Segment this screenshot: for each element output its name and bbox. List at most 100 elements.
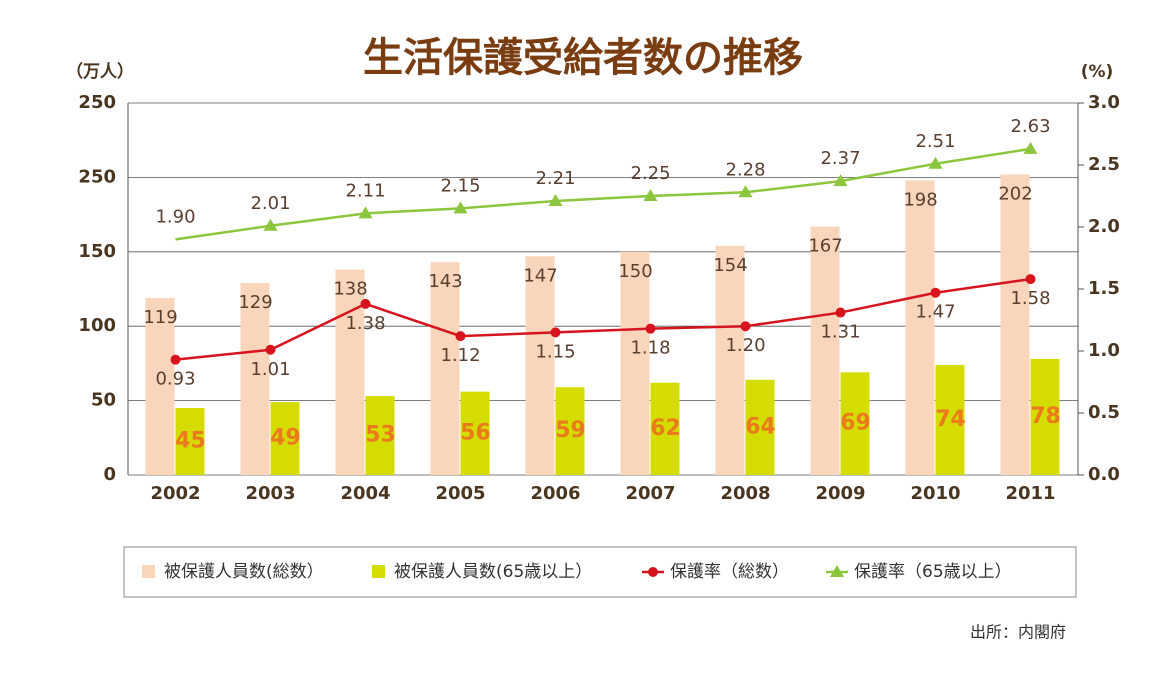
- y-tick-label: 100: [78, 315, 116, 336]
- y-tick-label: 250: [78, 92, 116, 113]
- bar-label: 62: [650, 416, 681, 441]
- bar: [555, 387, 585, 475]
- point-label: 1.58: [1010, 288, 1050, 309]
- bar: [175, 408, 205, 475]
- bar-label: 74: [935, 407, 966, 432]
- point: [928, 156, 943, 169]
- bar: [1000, 174, 1030, 475]
- point: [930, 287, 941, 298]
- bar-label: 53: [365, 423, 396, 448]
- legend-marker: [372, 565, 385, 578]
- y2-tick-label: 0.0: [1088, 464, 1120, 485]
- bar-label: 143: [428, 271, 462, 292]
- y-tick-label: 50: [91, 390, 116, 411]
- point: [738, 185, 753, 198]
- line: [175, 147, 1031, 241]
- bar: [240, 283, 270, 475]
- bar-label: 69: [840, 411, 871, 436]
- bar: [365, 396, 395, 475]
- bar: [335, 269, 365, 475]
- point-label: 2.21: [535, 168, 575, 189]
- y-tick-label: 150: [78, 241, 116, 262]
- bar-label: 64: [745, 414, 776, 439]
- point-label: 1.31: [820, 322, 860, 343]
- x-tick-label: 2004: [340, 483, 390, 504]
- point: [358, 206, 373, 219]
- bar: [810, 226, 840, 475]
- line: [175, 277, 1031, 361]
- bar: [715, 245, 745, 475]
- bar-label: 59: [555, 418, 586, 443]
- point-label: 2.51: [915, 131, 955, 152]
- bar-label: 78: [1030, 404, 1061, 429]
- point-label: 0.93: [155, 369, 195, 390]
- point-label: 2.37: [820, 148, 860, 169]
- bar-label: 154: [713, 255, 747, 276]
- x-tick-label: 2003: [245, 483, 295, 504]
- bar-label: 56: [460, 420, 491, 445]
- point: [550, 327, 561, 338]
- source: 出所：内閣府: [970, 623, 1066, 642]
- legend-label: 保護率（総数）: [670, 562, 789, 582]
- point: [455, 331, 466, 342]
- bar-label: 198: [903, 189, 937, 210]
- bar: [935, 364, 965, 475]
- point: [360, 298, 371, 309]
- legend-marker: [830, 565, 844, 577]
- point: [740, 321, 751, 332]
- point-label: 1.12: [440, 345, 480, 366]
- point: [263, 218, 278, 231]
- bar: [525, 256, 555, 475]
- point-label: 2.11: [345, 180, 385, 201]
- bar-label: 45: [175, 429, 206, 454]
- y-tick-label: 250: [78, 166, 116, 187]
- point-label: 1.18: [630, 338, 670, 359]
- point-label: 2.63: [1010, 116, 1050, 137]
- x-tick-label: 2008: [720, 483, 770, 504]
- bar: [905, 180, 935, 475]
- bar-label: 119: [143, 307, 177, 328]
- bar: [620, 251, 650, 475]
- point: [645, 323, 656, 334]
- bar-label: 167: [808, 236, 842, 257]
- point: [265, 344, 276, 355]
- y2-tick-label: 2.0: [1088, 216, 1120, 237]
- bar: [430, 262, 460, 475]
- bar: [840, 372, 870, 475]
- bar-label: 49: [270, 426, 301, 451]
- bar-label: 138: [333, 279, 367, 300]
- bar: [460, 391, 490, 475]
- point-label: 1.47: [915, 302, 955, 323]
- point-label: 1.90: [155, 206, 195, 227]
- point-label: 2.15: [440, 175, 480, 196]
- x-tick-label: 2006: [530, 483, 580, 504]
- point: [835, 307, 846, 318]
- y2-unit: (%): [1081, 62, 1114, 82]
- point: [548, 193, 563, 206]
- chart-title: 生活保護受給者数の推移: [363, 35, 803, 81]
- legend-marker: [648, 567, 658, 577]
- point: [833, 174, 848, 187]
- bar-label: 129: [238, 292, 272, 313]
- point-label: 1.15: [535, 341, 575, 362]
- point: [1023, 141, 1038, 154]
- legend-label: 被保護人員数(65歳以上）: [394, 562, 592, 582]
- y2-tick-label: 0.5: [1088, 402, 1120, 423]
- x-tick-label: 2007: [625, 483, 675, 504]
- y-tick-label: 0: [103, 464, 116, 485]
- x-tick-label: 2010: [910, 483, 960, 504]
- point-label: 1.38: [345, 313, 385, 334]
- legend-box: [123, 546, 1077, 598]
- legend-label: 被保護人員数(総数）: [164, 562, 324, 582]
- bar: [270, 402, 300, 475]
- y2-tick-label: 3.0: [1088, 92, 1120, 113]
- bar: [145, 297, 175, 475]
- point: [453, 201, 468, 214]
- x-tick-label: 2009: [815, 483, 865, 504]
- point-label: 2.28: [725, 159, 765, 180]
- x-tick-label: 2002: [150, 483, 200, 504]
- y2-tick-label: 1.0: [1088, 340, 1120, 361]
- point: [170, 354, 181, 365]
- bar-label: 147: [523, 265, 557, 286]
